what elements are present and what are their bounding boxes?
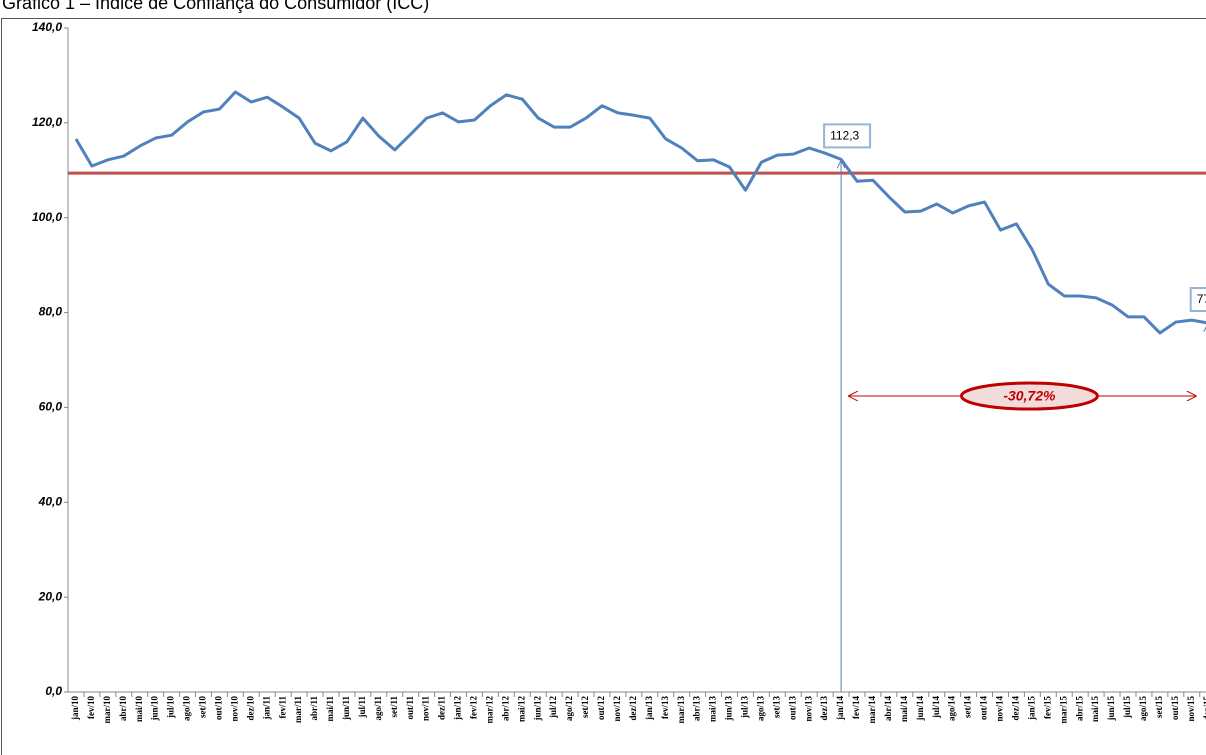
x-tick-label: out/10	[213, 696, 223, 721]
x-tick-label: jun/12	[532, 696, 542, 722]
value-label-box	[1189, 287, 1206, 313]
y-tick-label: 20,0	[38, 589, 63, 603]
x-tick-label: dez/11	[437, 696, 447, 720]
x-tick-label: nov/14	[995, 696, 1005, 722]
y-tick-label: 80,0	[39, 305, 63, 319]
x-tick-label: dez/14	[1010, 696, 1020, 721]
x-tick-label: ago/13	[755, 696, 765, 722]
x-tick-label: out/11	[405, 696, 415, 720]
x-tick-label: fev/14	[851, 696, 861, 719]
x-tick-label: out/14	[979, 696, 989, 721]
x-tick-label: mar/10	[102, 696, 112, 724]
x-tick-label: nov/12	[612, 696, 622, 722]
chart-frame	[1, 18, 1206, 755]
value-label: 77,	[1197, 292, 1206, 306]
x-tick-label: jul/10	[166, 696, 176, 720]
annotation: -30,72%	[1003, 388, 1056, 404]
x-tick-label: nov/15	[1186, 696, 1196, 722]
y-tick-label: 100,0	[32, 210, 62, 224]
x-tick-label: fev/13	[660, 696, 670, 719]
x-tick-label: jan/15	[1026, 696, 1036, 722]
x-tick-label: set/13	[771, 696, 781, 718]
x-tick-label: ago/11	[373, 696, 383, 721]
x-tick-label: abr/15	[1074, 696, 1084, 722]
y-tick-label: 40,0	[38, 494, 63, 508]
x-tick-label: jul/13	[740, 696, 750, 720]
x-tick-label: jun/14	[915, 696, 925, 722]
x-tick-label: jul/15	[1122, 696, 1132, 720]
x-tick-label: nov/13	[803, 696, 813, 722]
x-tick-label: abr/10	[118, 696, 128, 722]
x-tick-label: mai/15	[1090, 696, 1100, 722]
x-tick-label: fev/12	[469, 696, 479, 719]
x-tick-label: mai/12	[516, 696, 526, 722]
x-tick-label: dez/12	[628, 696, 638, 721]
x-tick-label: jul/11	[357, 696, 367, 719]
x-tick-label: jun/15	[1106, 696, 1116, 722]
x-tick-label: fev/11	[277, 696, 287, 719]
x-tick-label: mar/15	[1058, 696, 1068, 724]
x-tick-label: mai/11	[325, 696, 335, 722]
annotation-ellipse	[959, 381, 1099, 411]
x-tick-label: mai/10	[134, 696, 144, 722]
x-tick-label: abr/11	[309, 696, 319, 721]
x-tick-label: out/13	[787, 696, 797, 721]
x-tick-label: fev/10	[86, 696, 96, 719]
x-tick-label: nov/11	[421, 696, 431, 722]
y-tick-label: 0,0	[45, 684, 62, 698]
y-tick-label: 140,0	[32, 20, 62, 34]
x-tick-label: ago/10	[182, 696, 192, 722]
x-tick-label: ago/15	[1138, 696, 1148, 722]
x-tick-label: nov/10	[229, 696, 239, 722]
x-tick-label: dez/10	[245, 696, 255, 721]
x-tick-label: jul/14	[931, 696, 941, 720]
x-tick-label: ago/12	[564, 696, 574, 722]
x-tick-label: abr/12	[500, 696, 510, 722]
x-tick-label: abr/13	[692, 696, 702, 722]
x-tick-label: set/12	[580, 696, 590, 718]
x-tick-label: mar/13	[676, 696, 686, 724]
x-tick-label: jun/11	[341, 696, 351, 722]
x-tick-label: set/15	[1154, 696, 1164, 718]
x-tick-label: abr/14	[883, 696, 893, 722]
x-tick-label: jan/12	[453, 696, 463, 722]
x-tick-label: mai/13	[708, 696, 718, 722]
value-label-box	[823, 123, 872, 149]
y-tick-label: 120,0	[32, 115, 62, 129]
x-tick-label: jan/13	[644, 696, 654, 722]
chart-title: Gráfico 1 – Índice de Confiança do Consu…	[2, 0, 429, 13]
x-tick-label: jun/13	[724, 696, 734, 722]
x-tick-label: set/14	[963, 696, 973, 718]
x-tick-label: set/11	[389, 696, 399, 718]
x-tick-label: mar/12	[484, 696, 494, 724]
x-tick-label: mar/14	[867, 696, 877, 724]
x-tick-label: jun/10	[150, 696, 160, 722]
x-tick-label: jan/10	[70, 696, 80, 722]
x-tick-label: ago/14	[947, 696, 957, 722]
x-tick-label: mar/11	[293, 696, 303, 723]
x-tick-label: out/15	[1170, 696, 1180, 721]
value-label: 112,3	[830, 129, 859, 143]
x-tick-label: set/10	[198, 696, 208, 718]
x-tick-label: dez/13	[819, 696, 829, 721]
x-tick-label: dez/15	[1202, 696, 1206, 721]
x-tick-label: mai/14	[899, 696, 909, 722]
x-tick-label: fev/15	[1042, 696, 1052, 719]
x-tick-label: jan/11	[261, 696, 271, 721]
data-line	[74, 90, 1206, 335]
x-tick-label: jan/14	[835, 696, 845, 722]
y-tick-label: 60,0	[39, 400, 63, 414]
x-tick-label: out/12	[596, 696, 606, 721]
x-tick-label: jul/12	[548, 696, 558, 720]
